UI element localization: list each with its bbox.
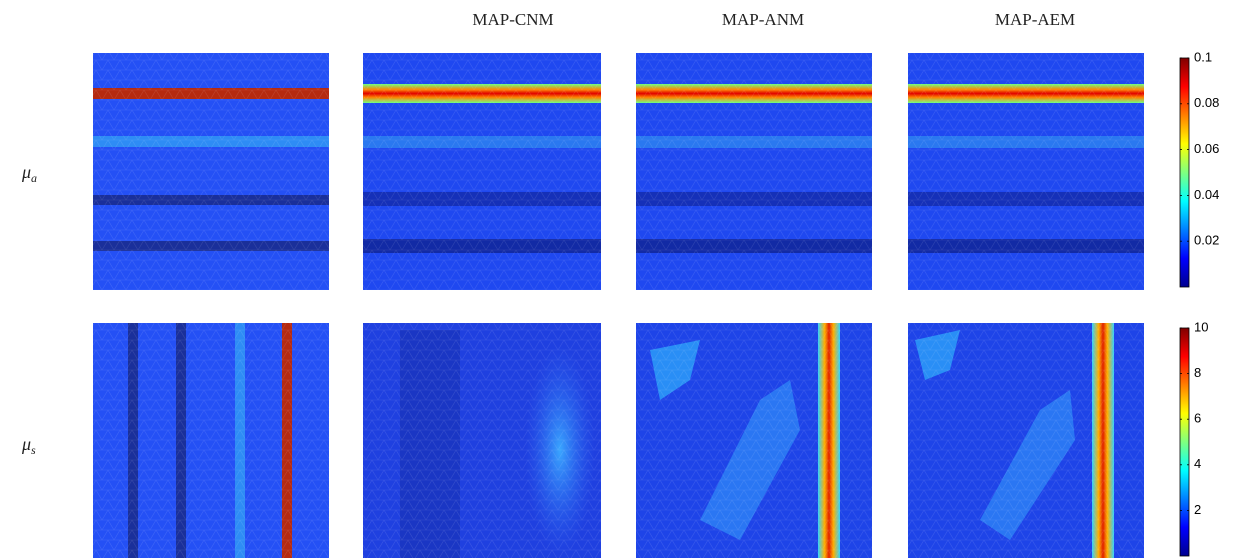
tick-label: 0.04 xyxy=(1194,187,1219,202)
tick-label: 2 xyxy=(1194,502,1201,517)
image-panel xyxy=(93,323,329,558)
tick-label: 6 xyxy=(1194,411,1201,426)
image-panel xyxy=(908,53,1144,290)
colorbar xyxy=(1179,57,1190,288)
tick-label: 0.08 xyxy=(1194,95,1219,110)
column-header: MAP-CNM xyxy=(472,10,553,29)
row-label: μs xyxy=(21,434,36,457)
tick-label: 8 xyxy=(1194,365,1201,380)
colorbar xyxy=(1179,327,1190,557)
tick-label: 0.1 xyxy=(1194,49,1212,64)
column-header: MAP-AEM xyxy=(995,10,1075,29)
image-panel xyxy=(908,323,1144,558)
image-panel xyxy=(363,53,601,290)
image-panel xyxy=(93,53,329,290)
column-header: MAP-ANM xyxy=(722,10,804,29)
tick-label: 10 xyxy=(1194,319,1208,334)
image-panel xyxy=(636,53,872,290)
tick-label: 4 xyxy=(1194,456,1201,471)
row-label: μa xyxy=(21,162,37,185)
tick-label: 0.02 xyxy=(1194,233,1219,248)
image-panel xyxy=(636,323,872,558)
image-panel xyxy=(363,323,601,558)
tick-label: 0.06 xyxy=(1194,141,1219,156)
